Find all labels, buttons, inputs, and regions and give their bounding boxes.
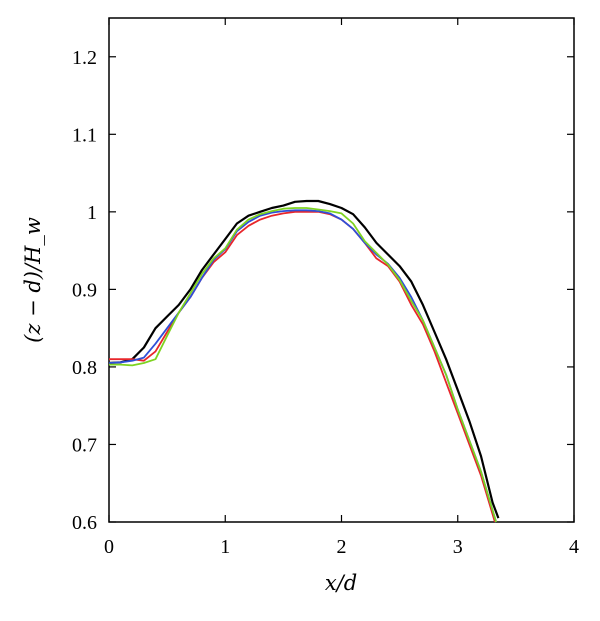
y-tick-label: 0.6 <box>72 512 97 534</box>
y-tick-label: 0.7 <box>72 434 97 456</box>
x-tick-label: 0 <box>104 536 114 558</box>
series-line-4 <box>109 207 497 523</box>
y-axis-label: (z − d)/H_w <box>21 217 45 343</box>
x-tick-label: 2 <box>337 536 347 558</box>
y-tick-label: 1.2 <box>72 47 97 69</box>
x-axis-label: x/d <box>325 571 357 595</box>
series-line-1 <box>108 199 500 519</box>
x-tick-label: 3 <box>453 536 463 558</box>
series-line-2 <box>109 210 496 523</box>
series-line-3 <box>108 209 497 523</box>
y-tick-label: 1 <box>87 202 97 224</box>
x-tick-label: 1 <box>220 536 230 558</box>
x-tick-label: 4 <box>569 536 579 558</box>
y-tick-label: 1.1 <box>72 124 97 146</box>
tick-layer: 0 1 2 3 4 0.6 0.7 0.8 0.9 1 1.1 1.2 <box>72 18 579 558</box>
y-tick-label: 0.8 <box>72 357 97 379</box>
plot-frame <box>108 17 575 523</box>
y-tick-label: 0.9 <box>72 279 97 301</box>
series-layer <box>108 199 500 523</box>
